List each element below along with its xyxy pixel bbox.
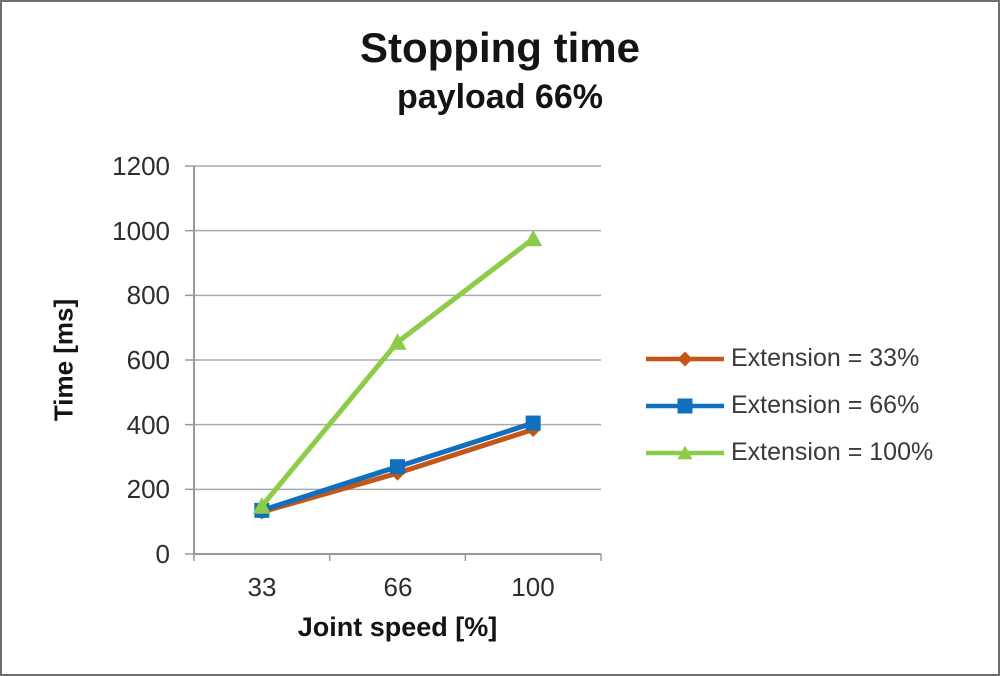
y-tick-label: 1200: [112, 151, 170, 181]
y-tick-label: 1000: [112, 216, 170, 246]
y-tick-label: 600: [126, 345, 170, 375]
y-axis-title: Time [ms]: [48, 298, 79, 422]
y-tick-label: 400: [126, 410, 170, 440]
x-tick-label: 33: [247, 572, 277, 602]
chart-title: Stopping time: [360, 24, 640, 71]
y-tick-label: 800: [126, 280, 170, 310]
y-tick-label: 0: [155, 539, 170, 569]
legend-label: Extension = 100%: [731, 438, 934, 466]
legend: Extension = 33% Extension = 66% Extensio…: [646, 335, 933, 476]
legend-line-square-icon: [646, 398, 724, 413]
x-tick-label: 100: [511, 572, 555, 602]
legend-label: Extension = 33%: [731, 344, 920, 372]
legend-item-extension-33: Extension = 33%: [646, 335, 933, 382]
y-tick-label: 200: [126, 474, 170, 504]
chart-subtitle: payload 66%: [397, 78, 603, 116]
legend-label: Extension = 66%: [731, 391, 920, 419]
legend-line-diamond-icon: [646, 351, 724, 366]
x-axis-title: Joint speed [%]: [297, 612, 498, 642]
legend-line-triangle-icon: [646, 445, 724, 459]
legend-item-extension-100: Extension = 100%: [646, 429, 933, 476]
x-tick-label: 66: [383, 572, 413, 602]
legend-item-extension-66: Extension = 66%: [646, 382, 933, 429]
